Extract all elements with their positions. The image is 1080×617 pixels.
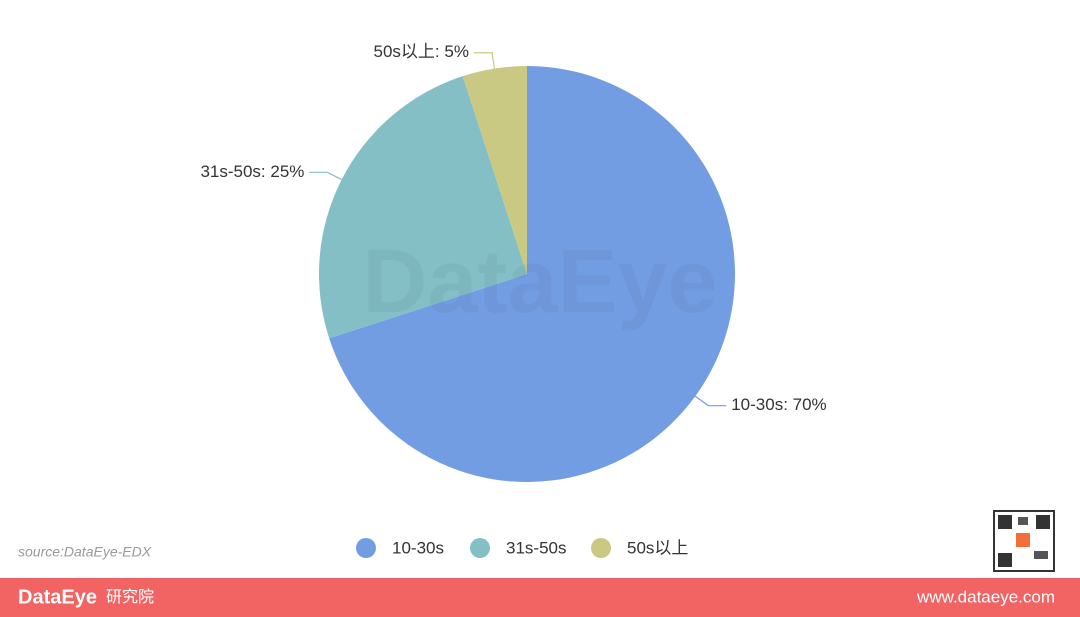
pie-slice (319, 76, 527, 339)
label-line (473, 52, 496, 69)
qr-block (1018, 517, 1028, 525)
legend-label: 50s以上 (627, 538, 688, 557)
data-label: 10-30s: 70% (731, 395, 826, 414)
legend-label: 31s-50s (506, 538, 566, 557)
data-label: 31s-50s: 25% (200, 162, 304, 181)
pie (319, 66, 735, 482)
footer-bar (0, 578, 1080, 617)
qr-block (1036, 515, 1050, 529)
qr-block (998, 515, 1012, 529)
legend-marker (356, 538, 376, 558)
legend-marker (591, 538, 611, 558)
footer-brand: DataEye (18, 586, 97, 608)
data-label: 50s以上: 5% (374, 42, 469, 61)
label-line (694, 395, 727, 407)
qr-logo (1016, 533, 1030, 547)
qr-block (998, 553, 1012, 567)
label-line (309, 171, 342, 181)
pie-slice (462, 66, 527, 274)
pie-slice (329, 66, 735, 482)
source-note: source:DataEye-EDX (18, 544, 152, 560)
footer-url: www.dataeye.com (916, 587, 1055, 606)
qr-code (993, 510, 1055, 572)
legend-label: 10-30s (392, 538, 444, 557)
qr-block (1034, 551, 1048, 559)
legend-marker (470, 538, 490, 558)
footer-brand-suffix: 研究院 (106, 588, 154, 606)
watermark: DataEye (362, 232, 717, 332)
